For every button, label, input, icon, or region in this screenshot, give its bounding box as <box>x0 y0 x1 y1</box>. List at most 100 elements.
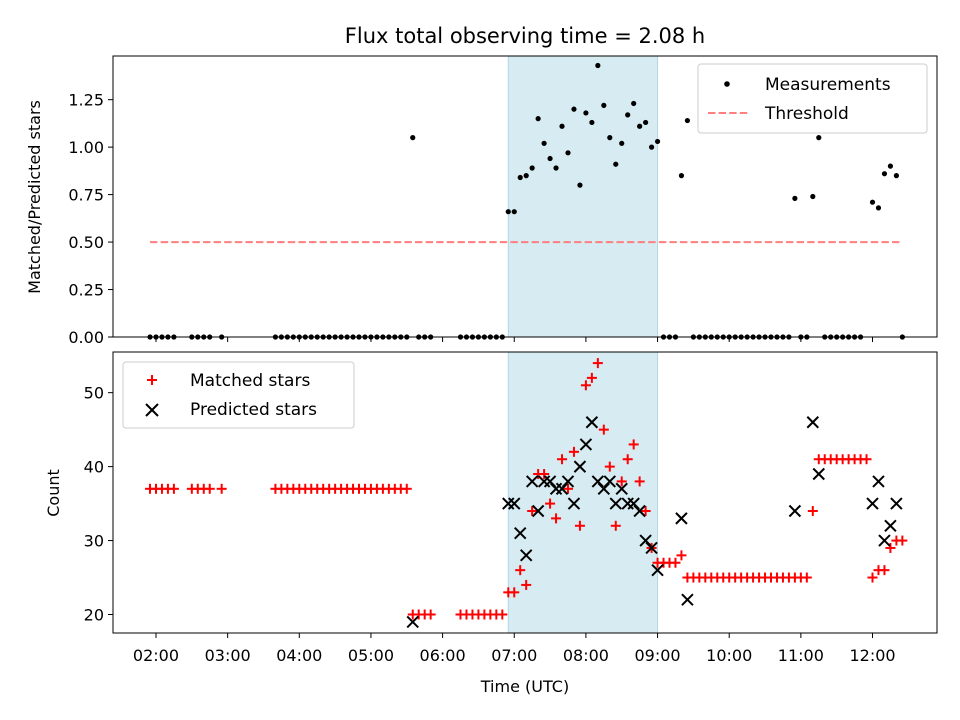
measurement-point <box>678 173 685 179</box>
top-y-tick-label: 1.25 <box>68 91 104 110</box>
predicted-star-points <box>406 416 903 629</box>
measurement-point <box>619 140 625 146</box>
matched-star-point <box>676 550 687 561</box>
predicted-star-point <box>525 475 539 488</box>
matched-star-point <box>604 461 615 472</box>
predicted-star-point <box>878 534 891 547</box>
x-tick-label: 03:00 <box>205 646 251 665</box>
matched-star-point <box>568 446 579 457</box>
matched-star-point <box>598 424 609 435</box>
measurement-point <box>625 112 631 118</box>
predicted-star-point <box>627 497 640 510</box>
measurement-point <box>887 163 894 169</box>
bottom-y-axis-label: Count <box>44 469 63 517</box>
matched-star-point <box>557 454 568 465</box>
bottom-y-tick-label: 50 <box>84 384 104 403</box>
predicted-star-point <box>884 519 897 532</box>
measurement-point <box>881 171 888 177</box>
measurement-point <box>595 62 601 69</box>
measurement-point <box>607 135 613 141</box>
measurement-point <box>792 195 798 201</box>
x-tick-label: 10:00 <box>706 646 752 665</box>
measurement-point <box>541 140 547 146</box>
predicted-star-point <box>866 497 879 510</box>
measurement-point <box>589 119 595 126</box>
matched-star-point <box>551 513 562 524</box>
matched-star-point <box>616 476 627 487</box>
legend-predicted-marker <box>145 403 159 417</box>
measurement-point <box>559 123 565 129</box>
matched-star-point <box>204 483 215 494</box>
matched-star-point <box>527 505 538 516</box>
predicted-star-point <box>890 497 903 510</box>
matched-star-point <box>401 483 412 494</box>
top-chart-title: Flux total observing time = 2.08 h <box>345 24 705 48</box>
top-x-ticks <box>155 337 874 342</box>
matched-star-point <box>670 557 681 568</box>
measurement-point <box>511 209 517 215</box>
measurement-point <box>553 165 559 171</box>
top-y-axis-label: Matched/Predicted stars <box>25 100 44 294</box>
predicted-star-point <box>681 593 694 606</box>
predicted-star-point <box>597 482 611 496</box>
x-tick-label: 11:00 <box>778 646 824 665</box>
bottom-y-tick-label: 30 <box>84 532 104 551</box>
predicted-star-point <box>872 475 885 488</box>
matched-star-point <box>640 505 651 516</box>
predicted-star-point <box>812 467 825 481</box>
matched-star-point <box>521 579 532 590</box>
predicted-star-point <box>675 512 688 525</box>
x-tick-label: 12:00 <box>849 646 895 665</box>
top-panel: 0.00 0.25 0.50 0.75 1.00 1.25 Flux total obse… <box>25 24 938 347</box>
measurement-point <box>523 173 529 179</box>
x-tick-label: 08:00 <box>563 646 609 665</box>
x-axis-label: Time (UTC) <box>480 677 569 696</box>
predicted-star-point <box>615 482 628 496</box>
measurement-point <box>816 135 822 141</box>
predicted-star-point <box>645 541 658 555</box>
measurement-point <box>875 205 882 211</box>
bottom-highlight-span <box>507 351 659 634</box>
measurement-point <box>613 161 619 167</box>
top-y-tick-label: 0.50 <box>68 233 104 252</box>
bottom-legend: Matched stars Predicted stars <box>122 361 355 429</box>
measurement-point <box>637 123 643 129</box>
legend-measurements-label: Measurements <box>765 75 891 95</box>
predicted-star-point <box>651 563 664 577</box>
measurement-point <box>505 209 511 215</box>
matched-star-point <box>634 476 645 487</box>
measurement-point <box>583 110 589 116</box>
matched-star-point <box>628 439 639 450</box>
predicted-star-point <box>531 504 545 518</box>
x-tick-label: 07:00 <box>491 646 537 665</box>
predicted-star-point <box>788 504 802 518</box>
x-tick-label: 05:00 <box>348 646 394 665</box>
top-legend: Measurements Threshold <box>697 63 928 134</box>
matched-star-point <box>539 469 550 480</box>
legend-matched-label: Matched stars <box>190 371 310 391</box>
legend-matched-marker <box>147 375 157 385</box>
matched-star-point <box>622 454 633 465</box>
matched-star-points <box>145 358 908 620</box>
measurement-point <box>631 100 637 107</box>
measurement-point <box>517 174 523 181</box>
legend-measurements-marker <box>724 81 730 87</box>
matched-star-point <box>425 609 436 620</box>
bottom-y-tick-label: 40 <box>84 458 104 477</box>
top-y-tick-label: 0.00 <box>68 328 104 347</box>
matched-star-point <box>610 520 621 531</box>
predicted-star-point <box>561 475 575 488</box>
predicted-star-point <box>573 460 587 473</box>
matched-star-point <box>897 535 908 546</box>
predicted-star-point <box>609 497 622 510</box>
measurement-point <box>571 106 577 112</box>
matched-star-point <box>879 565 890 576</box>
matched-star-point <box>515 565 526 576</box>
bottom-axes-frame <box>112 351 938 634</box>
measurement-point <box>565 150 571 156</box>
predicted-star-point <box>633 504 646 518</box>
measurement-point <box>547 155 553 162</box>
legend-predicted-label: Predicted stars <box>190 400 317 420</box>
matched-star-point <box>580 380 591 391</box>
measurement-point <box>643 119 649 126</box>
